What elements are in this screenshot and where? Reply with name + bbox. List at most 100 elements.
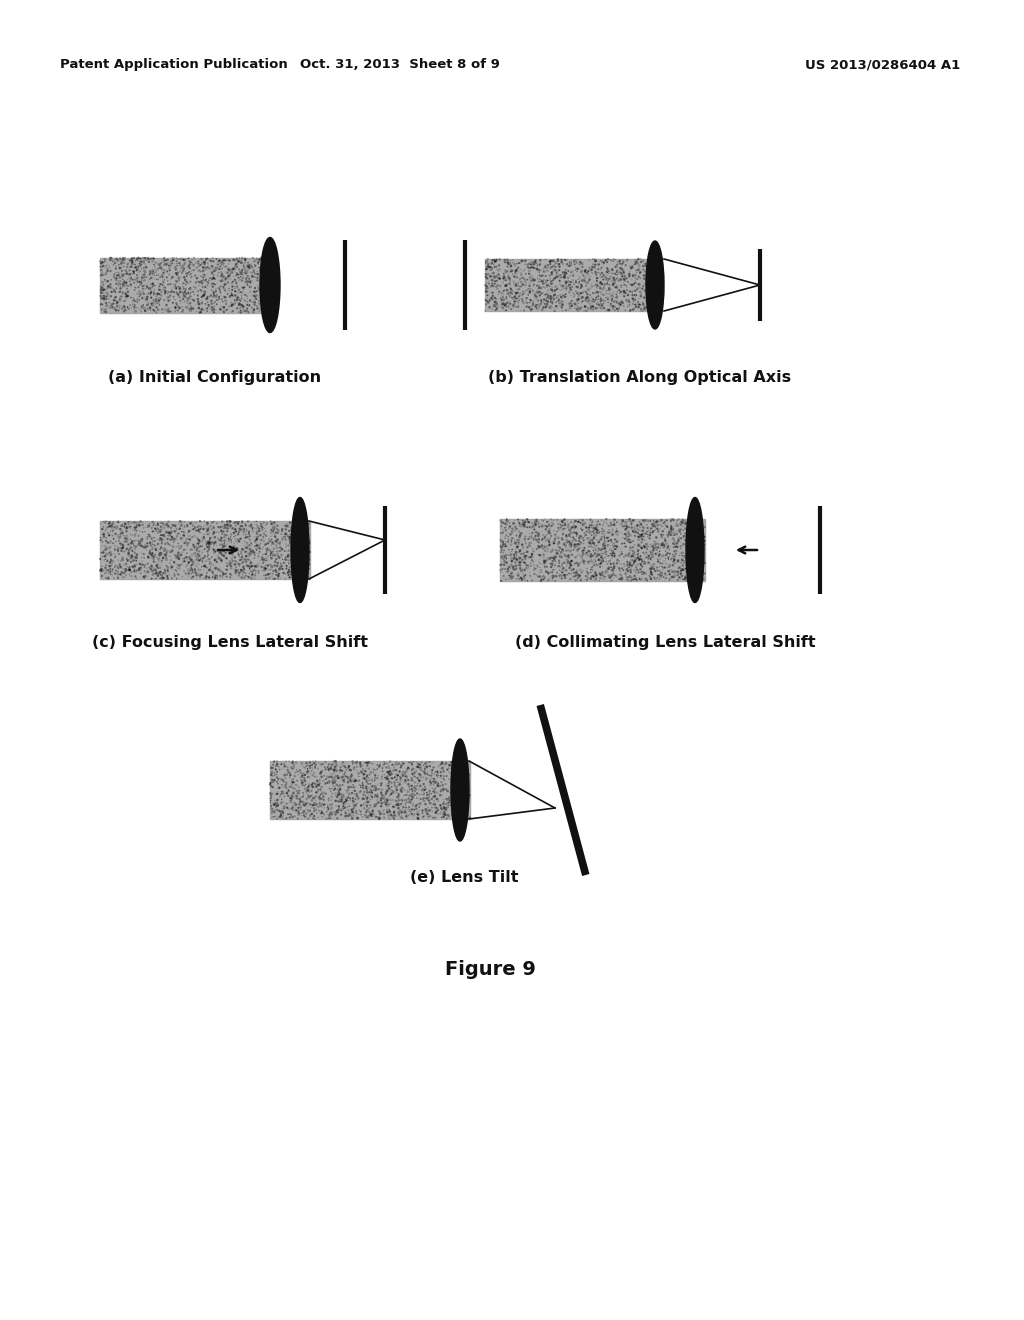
Point — [145, 282, 162, 304]
Point — [217, 279, 233, 300]
Point — [98, 286, 115, 308]
Point — [639, 517, 655, 539]
Point — [314, 754, 331, 775]
Point — [284, 523, 300, 544]
Point — [633, 261, 649, 282]
Point — [364, 805, 380, 826]
Point — [651, 519, 668, 540]
Point — [313, 800, 330, 821]
Point — [301, 549, 317, 570]
Point — [439, 780, 456, 801]
Point — [668, 520, 684, 541]
Point — [249, 540, 265, 561]
Point — [429, 800, 445, 821]
Point — [135, 566, 152, 587]
Point — [651, 267, 668, 288]
Point — [679, 536, 695, 557]
Point — [160, 249, 176, 271]
Point — [213, 520, 229, 541]
Point — [187, 549, 204, 570]
Point — [563, 261, 580, 282]
Point — [506, 544, 522, 565]
Point — [95, 298, 112, 319]
Point — [656, 511, 673, 532]
Point — [146, 292, 163, 313]
Point — [378, 768, 394, 789]
Point — [106, 252, 123, 273]
Point — [193, 261, 209, 282]
Point — [281, 751, 297, 772]
Point — [520, 279, 537, 300]
Point — [376, 788, 392, 809]
Point — [415, 807, 431, 828]
Point — [617, 289, 634, 310]
Point — [189, 256, 206, 277]
Point — [202, 529, 218, 550]
Point — [265, 561, 282, 582]
Point — [233, 546, 250, 568]
Point — [207, 292, 223, 313]
Point — [265, 544, 282, 565]
Point — [628, 521, 644, 543]
Point — [103, 561, 120, 582]
Point — [206, 535, 222, 556]
Point — [157, 277, 173, 298]
Point — [234, 301, 251, 322]
Point — [628, 286, 644, 308]
Point — [559, 253, 575, 275]
Point — [154, 521, 170, 543]
Point — [593, 529, 609, 550]
Point — [218, 566, 234, 587]
Point — [626, 552, 642, 573]
Point — [129, 290, 145, 312]
Point — [390, 803, 407, 824]
Point — [538, 552, 554, 573]
Point — [631, 560, 647, 581]
Point — [600, 292, 616, 313]
Point — [270, 541, 287, 562]
Point — [206, 298, 222, 319]
Point — [377, 767, 393, 788]
Point — [630, 549, 646, 570]
Point — [269, 543, 286, 564]
Point — [534, 292, 550, 313]
Point — [131, 515, 147, 536]
Point — [266, 751, 283, 772]
Point — [162, 263, 178, 284]
Point — [128, 273, 144, 294]
Point — [220, 260, 237, 281]
Point — [139, 528, 156, 549]
Point — [314, 776, 331, 797]
Point — [618, 517, 635, 539]
Point — [599, 261, 615, 282]
Point — [536, 552, 552, 573]
Point — [551, 269, 567, 290]
Point — [289, 550, 305, 572]
Point — [478, 272, 495, 293]
Point — [687, 553, 703, 574]
Point — [497, 533, 513, 554]
Point — [341, 755, 357, 776]
Point — [666, 524, 682, 545]
Point — [528, 539, 545, 560]
Point — [201, 560, 217, 581]
Point — [585, 282, 601, 304]
Point — [111, 272, 127, 293]
Point — [360, 758, 377, 779]
Point — [549, 544, 565, 565]
Point — [528, 275, 545, 296]
Point — [236, 279, 252, 300]
Point — [150, 513, 166, 535]
Point — [516, 560, 532, 581]
Point — [289, 516, 305, 537]
Point — [340, 780, 356, 801]
Point — [247, 511, 263, 532]
Point — [118, 260, 134, 281]
Point — [542, 251, 558, 272]
Point — [521, 535, 538, 556]
Point — [501, 296, 517, 317]
Point — [119, 560, 135, 581]
Point — [332, 783, 348, 804]
Point — [512, 524, 528, 545]
Point — [593, 284, 609, 305]
